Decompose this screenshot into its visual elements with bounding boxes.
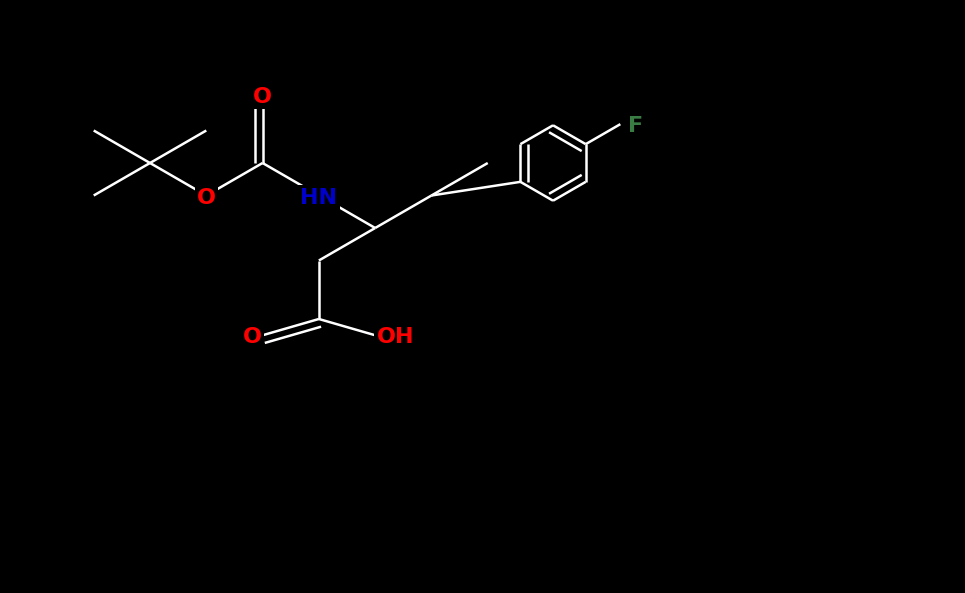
Text: O: O: [197, 187, 216, 208]
Text: O: O: [243, 327, 262, 347]
Text: F: F: [628, 116, 643, 136]
Text: OH: OH: [376, 327, 414, 347]
Text: HN: HN: [300, 187, 338, 208]
Text: O: O: [253, 87, 272, 107]
